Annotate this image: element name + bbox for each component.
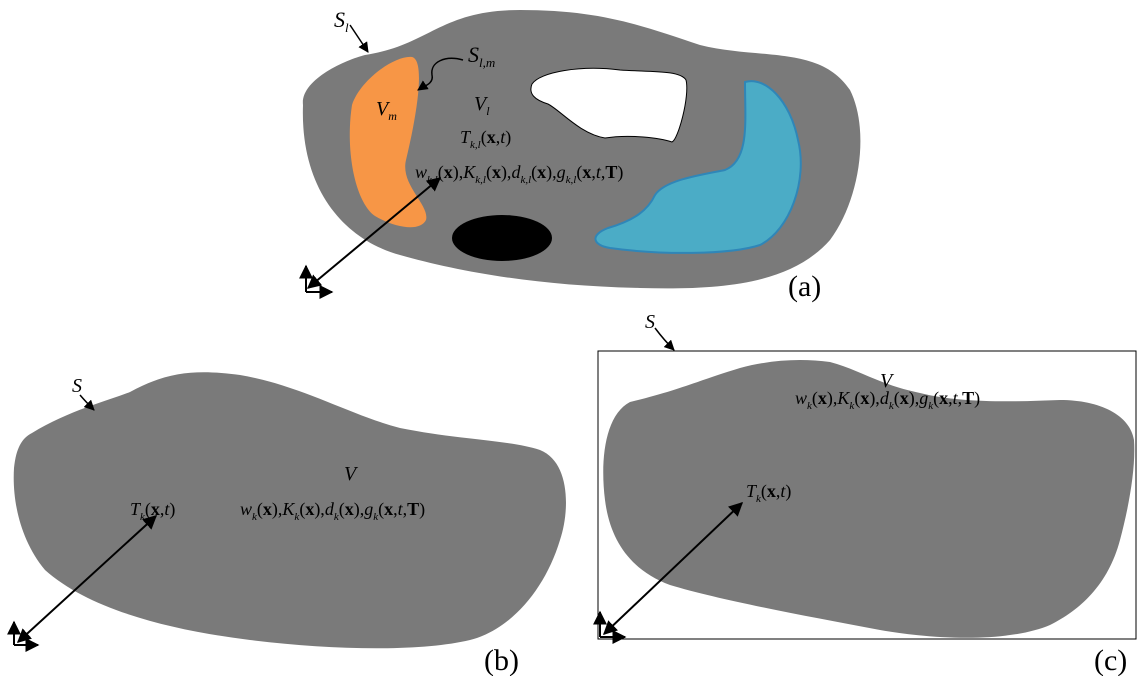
panel-a-region-m-label: Vm <box>376 98 397 123</box>
panel-a-interface-arrow <box>417 57 464 91</box>
panel-b-label: (b) <box>484 644 519 676</box>
panel-c-temperature: Tk(x,t) <box>746 481 791 505</box>
panel-a-surface-arrow <box>349 24 369 53</box>
panel-a-region-l-label: Vl <box>474 93 490 118</box>
panel-a-black-inclusion <box>452 215 552 261</box>
panel-a-surface-label: Sl <box>334 7 349 35</box>
panel-a: Sl Sl,m Vm Vl Tk,l(x,t) wk,l(x),Kk,l(x),… <box>299 7 861 303</box>
panel-c-properties: wk(x),Kk(x),dk(x),gk(x,t,T) <box>795 388 980 412</box>
panel-a-void <box>530 67 688 143</box>
panel-a-interface-label: Sl,m <box>468 42 495 70</box>
panel-b: S V Tk(x,t) wk(x),Kk(x),dk(x),gk(x,t,T) … <box>6 372 566 676</box>
panel-c-position-vector <box>602 502 744 635</box>
panel-b-temperature: Tk(x,t) <box>130 499 175 523</box>
panel-b-properties: wk(x),Kk(x),dk(x),gk(x,t,T) <box>240 499 425 523</box>
panel-b-volume-label: V <box>344 463 359 485</box>
panel-b-surface-arrow <box>79 394 95 411</box>
panel-c-surface-arrow <box>654 327 675 351</box>
panel-a-properties: wk,l(x),Kk,l(x),dk,l(x),gk,l(x,t,T) <box>415 162 623 186</box>
panel-a-temperature: Tk,l(x,t) <box>460 127 511 151</box>
panel-b-surface-label: S <box>72 375 82 397</box>
panel-a-position-vector <box>306 177 442 289</box>
panel-c-surface-label: S <box>645 311 655 333</box>
panel-c-volume-label: V <box>880 370 895 392</box>
panel-b-position-vector <box>16 515 158 643</box>
panel-c-bounding-box <box>597 350 1137 640</box>
panel-a-blue-region <box>594 80 802 254</box>
panel-c-label: (c) <box>1094 644 1127 676</box>
panel-a-label: (a) <box>788 270 821 303</box>
panel-c: S V wk(x),Kk(x),dk(x),gk(x,t,T) Tk(x,t) … <box>593 311 1137 676</box>
